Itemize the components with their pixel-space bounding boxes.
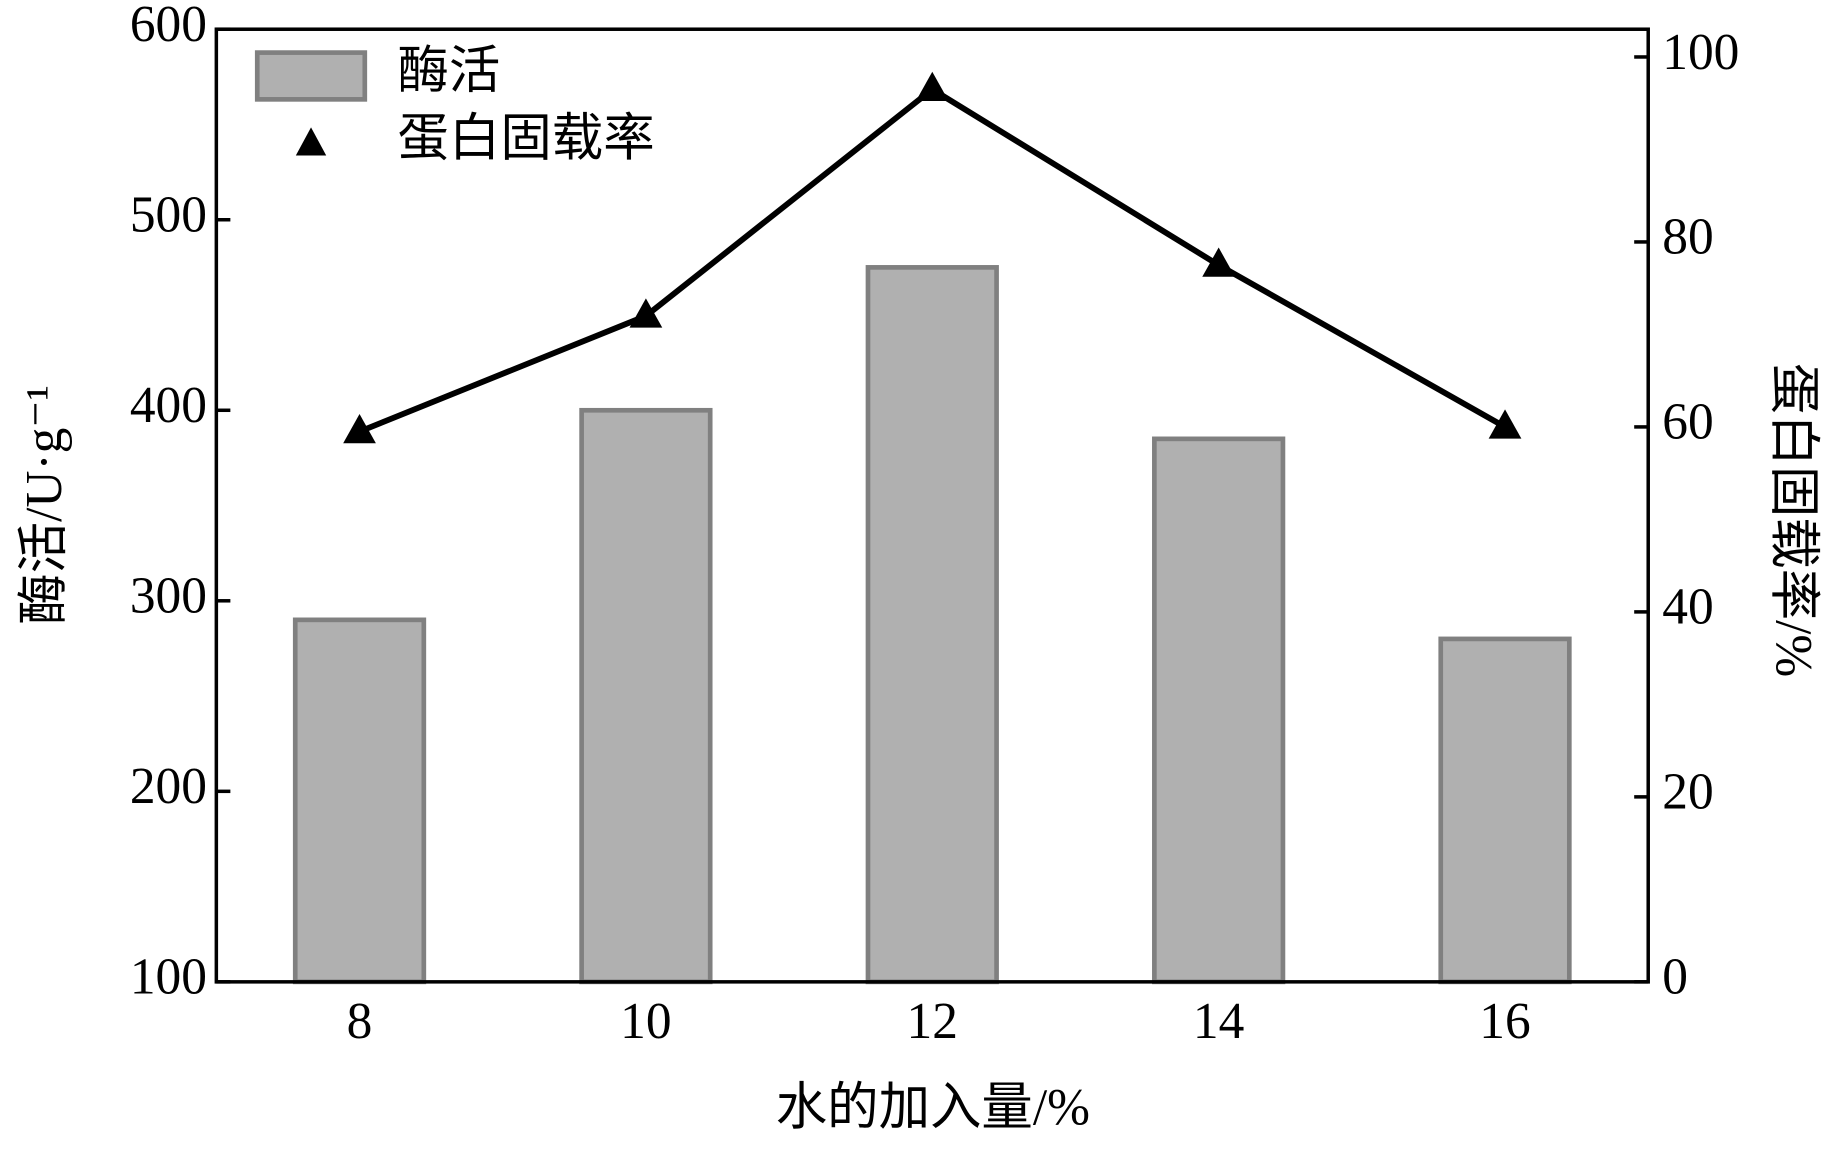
bar bbox=[292, 617, 427, 985]
marker bbox=[629, 298, 663, 328]
y-tick-label: 200 bbox=[130, 758, 207, 815]
y-axis-label: 酶活/U·g⁻¹ bbox=[16, 385, 73, 625]
y-tick-label: 100 bbox=[130, 949, 207, 1006]
y2-tick-label: 0 bbox=[1662, 949, 1688, 1006]
bar bbox=[1152, 436, 1286, 985]
y2-tick-label: 40 bbox=[1662, 579, 1713, 636]
bar bbox=[579, 407, 713, 985]
y-tick-label: 300 bbox=[130, 568, 207, 625]
marker bbox=[915, 71, 949, 102]
marker bbox=[1488, 409, 1522, 439]
legend-label: 蛋白固载率 bbox=[398, 111, 655, 168]
y-tick-label: 400 bbox=[130, 377, 207, 434]
bar bbox=[865, 265, 999, 985]
y2-tick-label: 100 bbox=[1662, 24, 1739, 81]
legend-swatch bbox=[254, 50, 368, 102]
y-tick-label: 500 bbox=[130, 187, 207, 244]
y2-axis-label: 蛋白固载率/% bbox=[1765, 363, 1822, 677]
x-tick-label: 14 bbox=[1193, 993, 1244, 1050]
x-tick-label: 16 bbox=[1479, 993, 1530, 1050]
legend-label: 酶活 bbox=[398, 43, 501, 100]
x-axis-label: 水的加入量/% bbox=[776, 1080, 1090, 1137]
x-tick-label: 10 bbox=[620, 993, 671, 1050]
y2-tick-label: 80 bbox=[1662, 209, 1713, 266]
legend-marker bbox=[295, 127, 327, 156]
y2-tick-label: 60 bbox=[1662, 394, 1713, 451]
plot-frame bbox=[214, 27, 1650, 984]
marker bbox=[1202, 247, 1236, 277]
x-tick-label: 8 bbox=[347, 993, 373, 1050]
y2-tick-label: 20 bbox=[1662, 764, 1713, 821]
bar bbox=[1438, 636, 1572, 985]
x-tick-label: 12 bbox=[907, 993, 958, 1050]
marker bbox=[343, 414, 376, 444]
y-tick-label: 600 bbox=[130, 0, 207, 53]
